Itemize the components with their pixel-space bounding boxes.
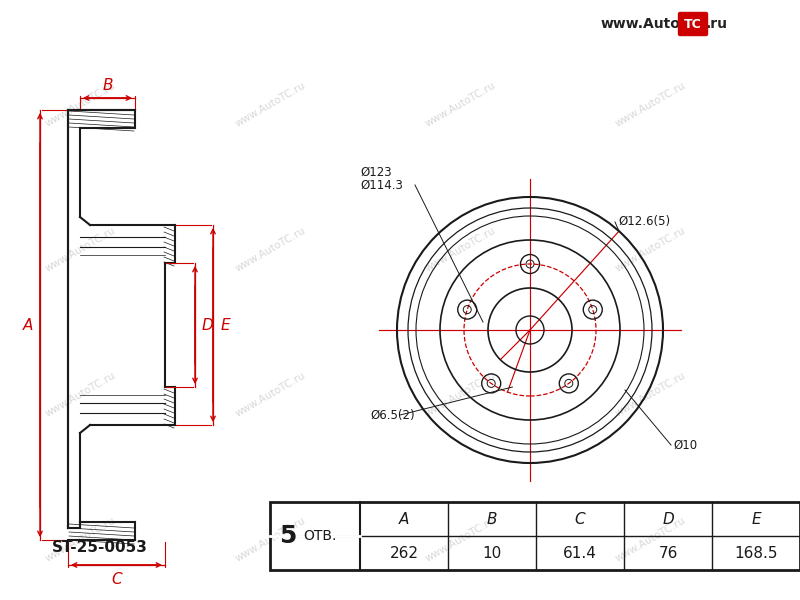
- Text: TC: TC: [684, 17, 702, 31]
- Text: www.AutoTC.ru: www.AutoTC.ru: [233, 226, 307, 274]
- Text: 262: 262: [390, 545, 418, 560]
- Text: B: B: [102, 79, 113, 94]
- Text: 10: 10: [482, 545, 502, 560]
- Text: 76: 76: [658, 545, 678, 560]
- Text: A: A: [23, 317, 33, 332]
- Text: Ø123: Ø123: [360, 166, 392, 179]
- Text: www.AutoTC.ru: www.AutoTC.ru: [233, 81, 307, 129]
- Text: B: B: [486, 511, 498, 527]
- Text: ОТВ.: ОТВ.: [303, 529, 337, 543]
- Text: www.AutoTC.ru: www.AutoTC.ru: [423, 516, 497, 564]
- Text: www.AutoTC.ru: www.AutoTC.ru: [43, 81, 117, 129]
- Text: www.AutoTC.ru: www.AutoTC.ru: [613, 81, 687, 129]
- Text: www.AutoTC.ru: www.AutoTC.ru: [233, 516, 307, 564]
- Text: www.AutoTC.ru: www.AutoTC.ru: [43, 226, 117, 274]
- FancyBboxPatch shape: [678, 13, 707, 35]
- Text: www.AutoTC.ru: www.AutoTC.ru: [423, 81, 497, 129]
- Text: Ø10: Ø10: [673, 439, 697, 451]
- Text: www.Auto: www.Auto: [600, 17, 680, 31]
- Text: 61.4: 61.4: [563, 545, 597, 560]
- Text: www.AutoTC.ru: www.AutoTC.ru: [233, 371, 307, 419]
- Text: www.AutoTC.ru: www.AutoTC.ru: [613, 516, 687, 564]
- Text: Ø114.3: Ø114.3: [360, 179, 403, 191]
- Text: www.AutoTC.ru: www.AutoTC.ru: [613, 371, 687, 419]
- Text: www.AutoTC.ru: www.AutoTC.ru: [43, 516, 117, 564]
- Text: www.AutoTC.ru: www.AutoTC.ru: [613, 226, 687, 274]
- Text: www.AutoTC.ru: www.AutoTC.ru: [423, 371, 497, 419]
- Text: www.AutoTC.ru: www.AutoTC.ru: [43, 371, 117, 419]
- Text: Ø6.5(2): Ø6.5(2): [370, 409, 414, 421]
- Text: C: C: [574, 511, 586, 527]
- Text: E: E: [220, 317, 230, 332]
- Text: C: C: [111, 571, 122, 587]
- Text: E: E: [751, 511, 761, 527]
- Text: D: D: [662, 511, 674, 527]
- Text: Ø12.6(5): Ø12.6(5): [618, 215, 670, 229]
- Text: 5: 5: [279, 524, 297, 548]
- Text: 168.5: 168.5: [734, 545, 778, 560]
- Text: .ru: .ru: [706, 17, 728, 31]
- Text: www.AutoTC.ru: www.AutoTC.ru: [423, 226, 497, 274]
- Text: A: A: [399, 511, 409, 527]
- Bar: [270, 502, 800, 570]
- Text: D: D: [201, 317, 213, 332]
- Text: ST-25-0053: ST-25-0053: [52, 541, 148, 556]
